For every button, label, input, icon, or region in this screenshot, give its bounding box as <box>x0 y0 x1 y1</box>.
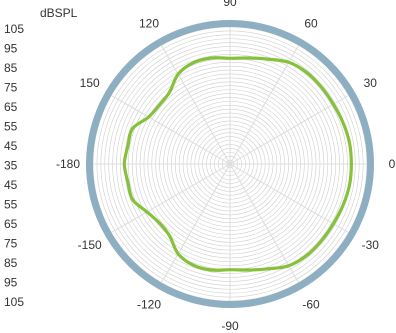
angle-label: -150 <box>78 238 102 252</box>
angle-label: -30 <box>362 238 380 252</box>
grid-spoke <box>161 163 231 283</box>
angle-label: -180 <box>56 157 80 171</box>
unit-label: dBSPL <box>40 6 78 20</box>
series-line <box>122 56 353 272</box>
grid-spoke <box>229 163 349 233</box>
radial-scale-label: 85 <box>4 61 18 75</box>
radial-scale-label: 105 <box>4 295 24 309</box>
radial-scale-label: 35 <box>4 159 18 173</box>
radial-scale-label: 95 <box>4 276 18 290</box>
angle-label: 0 <box>389 157 396 171</box>
grid-spoke <box>229 95 349 165</box>
grid-spoke <box>111 163 231 233</box>
angle-label: -60 <box>302 297 320 311</box>
radial-scale-label: 95 <box>4 42 18 56</box>
radial-scale-label: 85 <box>4 256 18 270</box>
radial-scale-label: 75 <box>4 81 18 95</box>
grid-spokes <box>93 27 367 301</box>
grid-spoke <box>161 45 231 165</box>
radial-scale-label: 55 <box>4 120 18 134</box>
radial-scale-label: 75 <box>4 237 18 251</box>
grid-spoke <box>229 45 299 165</box>
angle-label: 90 <box>223 0 237 9</box>
angle-labels: 0 30 60 90 120 150 -180 -150 -120 -90 -60 -30 <box>56 0 396 333</box>
radial-scale-label: 45 <box>4 139 18 153</box>
radial-scale-label: 65 <box>4 217 18 231</box>
radial-scale-labels: 105 95 85 75 65 55 45 35 45 55 65 75 85 95 105 <box>4 22 24 309</box>
radial-scale-label: 45 <box>4 178 18 192</box>
angle-label: 120 <box>139 17 159 31</box>
grid-spoke <box>229 163 299 283</box>
angle-label: 60 <box>304 17 318 31</box>
outer-ring <box>86 20 374 308</box>
radial-scale-label: 65 <box>4 100 18 114</box>
series-group <box>122 56 353 272</box>
radial-scale-label: 105 <box>4 22 24 36</box>
radial-scale-label: 55 <box>4 198 18 212</box>
angle-label: 30 <box>364 76 378 90</box>
angle-label: 150 <box>80 76 100 90</box>
grid-spoke <box>111 95 231 165</box>
angle-label: -90 <box>221 319 239 333</box>
angle-label: -120 <box>137 297 161 311</box>
